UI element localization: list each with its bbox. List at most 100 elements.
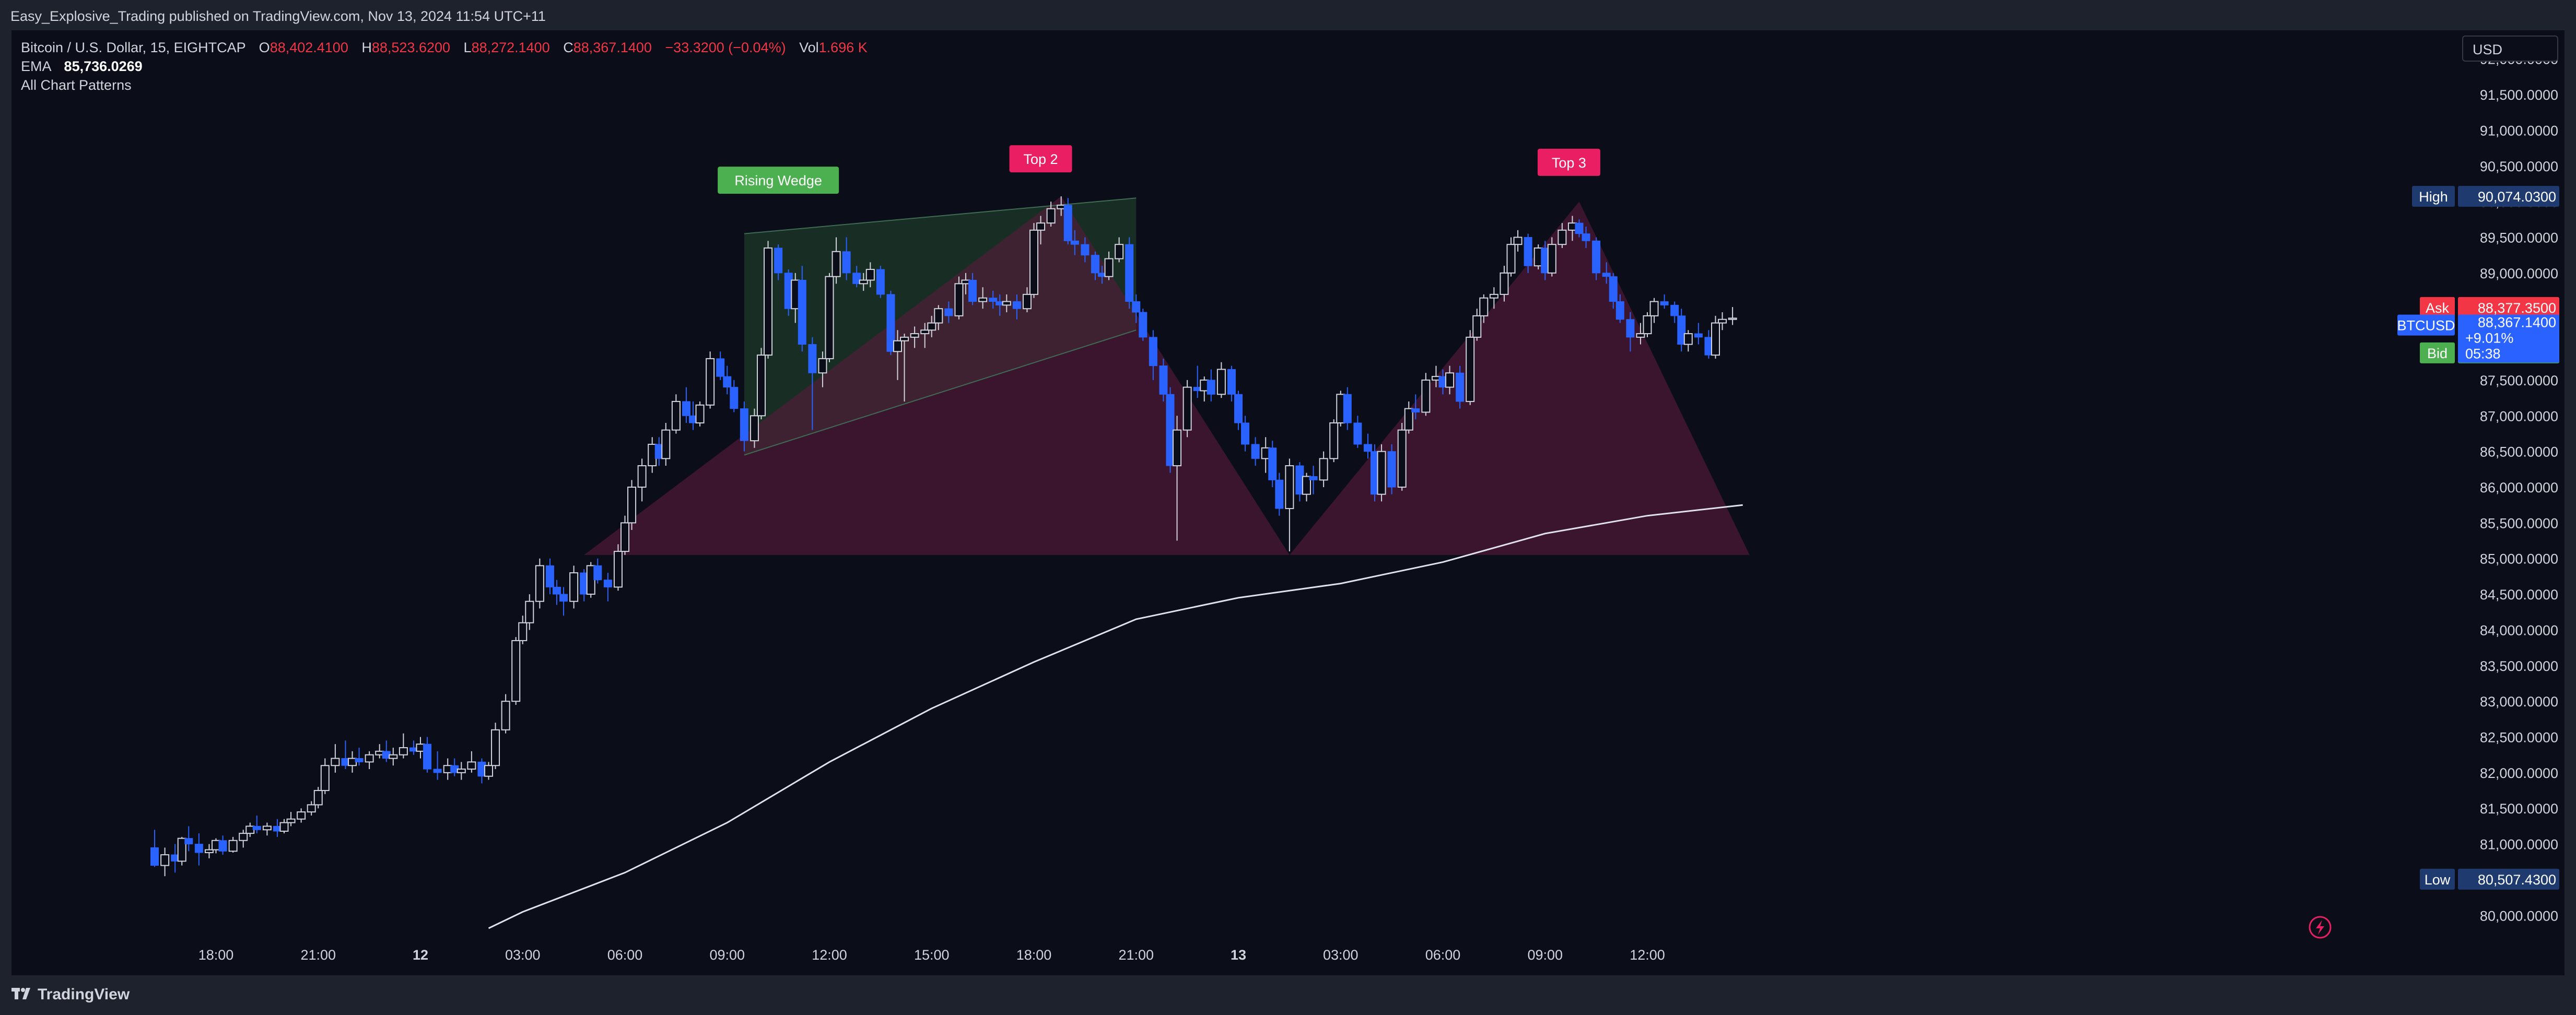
low-tag-value-box — [2458, 868, 2559, 890]
low-tag-value: 80,507.4300 — [2478, 872, 2556, 888]
pattern-label: Top 2 — [1024, 151, 1058, 167]
candle-body — [798, 280, 806, 345]
footer-brand[interactable]: TradingView — [38, 986, 130, 1003]
candle-body — [1207, 380, 1215, 395]
x-tick-label: 03:00 — [505, 947, 541, 963]
ask-tag-value-box — [2458, 297, 2559, 318]
candle-body — [218, 840, 227, 852]
last-price-box — [2458, 314, 2559, 363]
y-tick-label: 89,500.0000 — [2480, 230, 2558, 245]
candle-body — [1472, 315, 1482, 338]
candle-body — [262, 825, 272, 831]
candle-body — [757, 355, 766, 417]
y-tick-label: 89,000.0000 — [2480, 266, 2558, 281]
candle-body — [852, 273, 861, 284]
candle-body — [593, 565, 602, 581]
candle-body — [716, 358, 725, 377]
candle-body — [1466, 336, 1475, 402]
candle-body — [1489, 293, 1498, 299]
footer: TradingView — [0, 975, 2576, 1015]
pattern-label-box — [718, 167, 839, 194]
candle-body — [682, 401, 690, 416]
candle-body — [1227, 369, 1236, 395]
candle-body — [671, 400, 681, 431]
candle-body — [1411, 408, 1420, 412]
candle-body — [740, 408, 748, 441]
legend-ema-row[interactable]: EMA 85,736.0269 — [21, 58, 143, 75]
y-tick-label: 84,500.0000 — [2480, 587, 2558, 603]
last-price-countdown: 05:38 — [2465, 346, 2501, 362]
x-tick-label: 18:00 — [1016, 947, 1052, 963]
candle-body — [1592, 240, 1601, 274]
legend-symbol[interactable]: Bitcoin / U.S. Dollar, 15, EIGHTCAP — [21, 40, 246, 55]
candle-body — [1139, 312, 1148, 338]
candle-body — [1275, 479, 1284, 509]
legend-change: −33.3200 (−0.04%) — [665, 40, 786, 55]
candle-body — [859, 279, 868, 285]
candle-body — [1558, 229, 1567, 245]
candle-body — [603, 580, 612, 587]
high-tag-label-box — [2412, 186, 2455, 207]
candle-body — [1649, 301, 1659, 316]
candle-body — [1343, 394, 1352, 423]
x-tick-label: 03:00 — [1323, 947, 1359, 963]
legend-low: 88,272.1400 — [471, 40, 550, 55]
y-tick-label: 83,500.0000 — [2480, 658, 2558, 674]
legend-indicator-name: All Chart Patterns — [21, 77, 132, 93]
candle-body — [1309, 476, 1318, 480]
candle-body — [1711, 322, 1720, 356]
candle-body — [893, 340, 902, 352]
legend-l-label: L — [463, 40, 472, 55]
legend-volume: 1.696 K — [818, 40, 868, 55]
ema-line — [488, 504, 1743, 929]
candle-body — [467, 761, 476, 770]
candle-body — [774, 247, 783, 274]
y-tick-label: 83,000.0000 — [2480, 694, 2558, 710]
publish-line: Easy_Explosive_Trading published on Trad… — [10, 8, 546, 24]
candle-body — [818, 358, 827, 374]
ask-tag-value: 88,377.3500 — [2478, 300, 2556, 316]
candle-body — [569, 572, 579, 602]
candle-body — [1070, 240, 1079, 245]
legend-indicator-row[interactable]: All Chart Patterns — [21, 77, 132, 93]
y-tick-label: 87,000.0000 — [2480, 408, 2558, 424]
legend-h-label: H — [361, 40, 372, 55]
symbol-tag: BTCUSD — [2397, 318, 2455, 334]
ask-tag-label-box — [2420, 297, 2455, 318]
candle-body — [1718, 318, 1727, 324]
candle-body — [723, 376, 732, 388]
candle-body — [194, 844, 203, 853]
candle-body — [1660, 301, 1669, 305]
candle-body — [1159, 365, 1168, 395]
candle-body — [297, 811, 306, 820]
candle-body — [1397, 429, 1407, 488]
x-tick-label: 18:00 — [198, 947, 234, 963]
candle-body — [876, 269, 885, 295]
candle-body — [559, 594, 568, 602]
legend-close: 88,367.1400 — [573, 40, 652, 55]
candle-body — [1575, 222, 1584, 234]
legend-o-label: O — [259, 40, 270, 55]
publish-header: Easy_Explosive_Trading published on Trad… — [0, 0, 2576, 30]
y-tick-label: 84,000.0000 — [2480, 622, 2558, 638]
currency-button[interactable]: USD — [2462, 36, 2558, 62]
candle-body — [1036, 222, 1046, 231]
y-tick-label: 81,000.0000 — [2480, 837, 2558, 853]
candle-body — [177, 837, 186, 862]
x-tick-label: 15:00 — [914, 947, 950, 963]
x-tick-label: 06:00 — [607, 947, 643, 963]
candle-body — [1329, 422, 1339, 459]
pattern-label-box — [1009, 145, 1072, 173]
candle-body — [1149, 337, 1157, 367]
candle-body — [535, 565, 544, 602]
candle-body — [320, 765, 330, 792]
candle-body — [160, 854, 170, 866]
x-tick-label: 13 — [1231, 947, 1246, 963]
high-tag-label: High — [2419, 189, 2448, 205]
legend-vol-label: Vol — [799, 40, 819, 55]
candle-body — [1626, 319, 1635, 338]
low-tag-label: Low — [2425, 872, 2451, 888]
pattern-area-3 — [1289, 202, 1750, 555]
candle-body — [1091, 255, 1099, 274]
